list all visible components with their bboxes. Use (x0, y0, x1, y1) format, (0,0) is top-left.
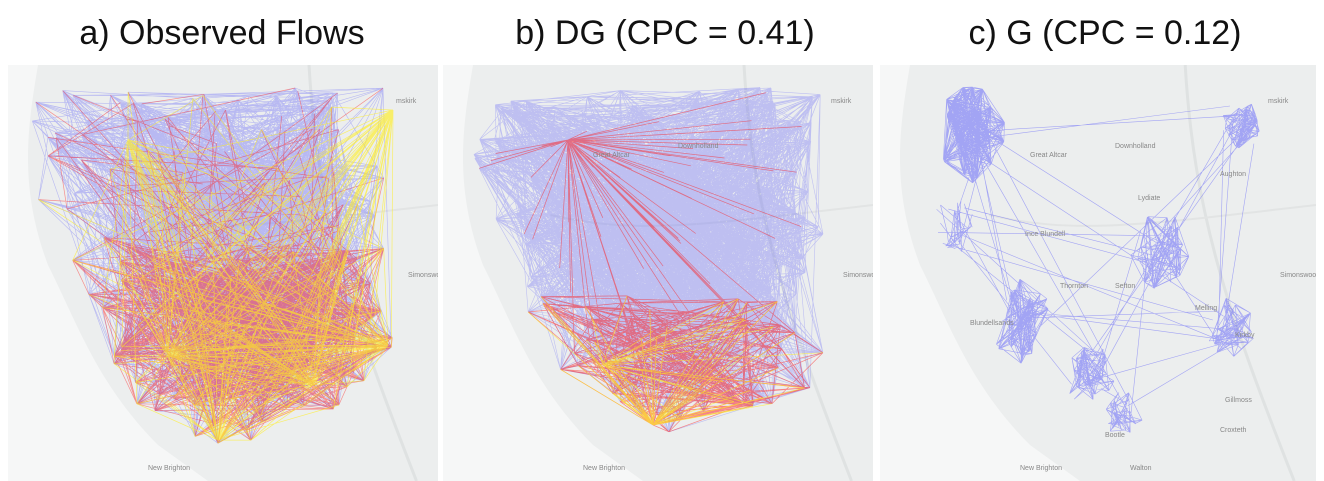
place-label: Simonswood (408, 272, 438, 279)
place-label: mskirk (396, 98, 417, 105)
panel-title: b) DG (CPC = 0.41) (515, 14, 815, 52)
place-label: mskirk (831, 98, 852, 105)
place-label: Kirkby (1235, 332, 1255, 339)
map-panel: New Brighton mskirk Simonswood (8, 65, 438, 481)
panel-title: a) Observed Flows (79, 14, 365, 52)
place-label: mskirk (1268, 98, 1289, 105)
map-panel: New Brighton mskirk Simonswood Great Altcar… (443, 65, 873, 481)
place-label: Walton (1130, 465, 1152, 472)
place-label: Aughton (1220, 171, 1246, 178)
road (550, 204, 873, 227)
road (1183, 65, 1296, 481)
flow-lines (936, 86, 1260, 433)
flow-lines (527, 295, 823, 426)
place-label: Blundellsands (970, 320, 1014, 327)
place-label: New Brighton (1020, 465, 1062, 472)
place-label: Ince Blundell (1025, 231, 1066, 238)
place-label: Lydiate (1138, 195, 1160, 202)
place-label: Gillmoss (1225, 397, 1252, 404)
place-label: Melling (1195, 305, 1217, 312)
place-label: Simonswood (1280, 272, 1316, 279)
place-label: Croxteth (1220, 427, 1247, 434)
road (742, 65, 853, 481)
place-label: Simonswood (843, 272, 873, 279)
place-label: Thornton (1060, 283, 1088, 290)
place-label: New Brighton (148, 465, 190, 472)
sea (443, 65, 643, 481)
place-label: Downholland (1115, 143, 1156, 150)
place-label: Bootle (1105, 432, 1125, 439)
flow-lines (38, 92, 394, 444)
sea (880, 65, 1080, 481)
place-label: New Brighton (583, 465, 625, 472)
road (988, 204, 1316, 227)
sea (8, 65, 208, 481)
place-label: Downholland (678, 143, 719, 150)
place-label: Great Altcar (1030, 152, 1068, 159)
map-panel: New Brighton mskirk Simonswood Great Altcar… (880, 65, 1316, 481)
place-label: Sefton (1115, 283, 1135, 290)
place-label: Great Altcar (593, 152, 631, 159)
panel-title: c) G (CPC = 0.12) (968, 14, 1242, 52)
